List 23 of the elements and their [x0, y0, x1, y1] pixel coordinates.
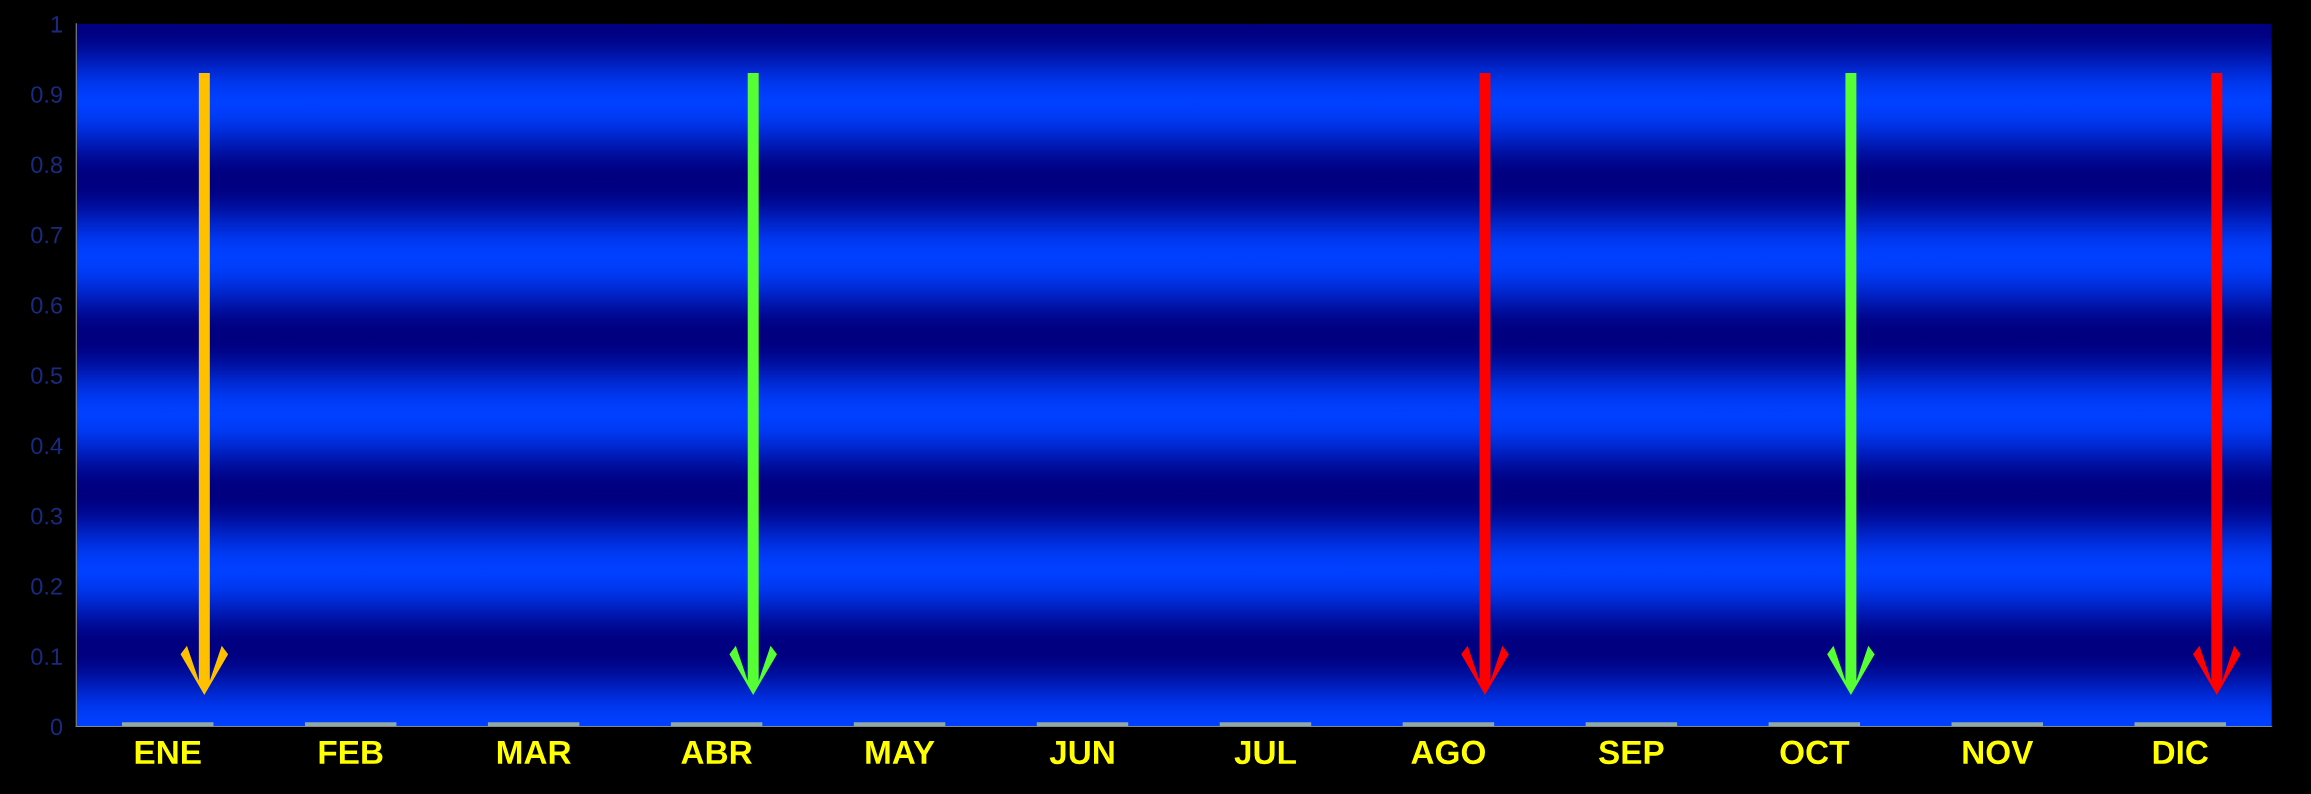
y-tick-label: 0 [50, 718, 63, 736]
x-tick-label: MAR [497, 740, 571, 764]
x-tick-label: AGO [1411, 740, 1485, 765]
y-tick-label: 0.8 [31, 156, 63, 174]
x-tick-label: NOV [1963, 740, 2034, 765]
y-tick-label: 0.6 [31, 296, 63, 314]
y-tick-label: 1 [51, 16, 62, 33]
y-tick-label: 0.9 [31, 86, 62, 103]
y-tick-label: 0.5 [31, 367, 63, 384]
x-tick-label: MAY [866, 740, 935, 764]
y-tick-label: 0.7 [31, 226, 62, 244]
x-tick-label: OCT [1780, 740, 1850, 765]
x-tick-label: JUN [1049, 740, 1114, 765]
x-tick-label: ENE [135, 740, 201, 764]
x-tick-label: SEP [1598, 740, 1664, 765]
y-tick-label: 0.2 [31, 578, 62, 595]
x-tick-label: ABR [681, 740, 753, 764]
y-tick-label: 0.4 [31, 437, 63, 455]
x-tick-label: JUL [1234, 740, 1296, 765]
y-tick-label: 0.1 [31, 648, 62, 666]
x-tick-label: DIC [2153, 740, 2209, 765]
x-tick-label: FEB [319, 740, 383, 764]
y-tick-label: 0.3 [31, 507, 63, 525]
